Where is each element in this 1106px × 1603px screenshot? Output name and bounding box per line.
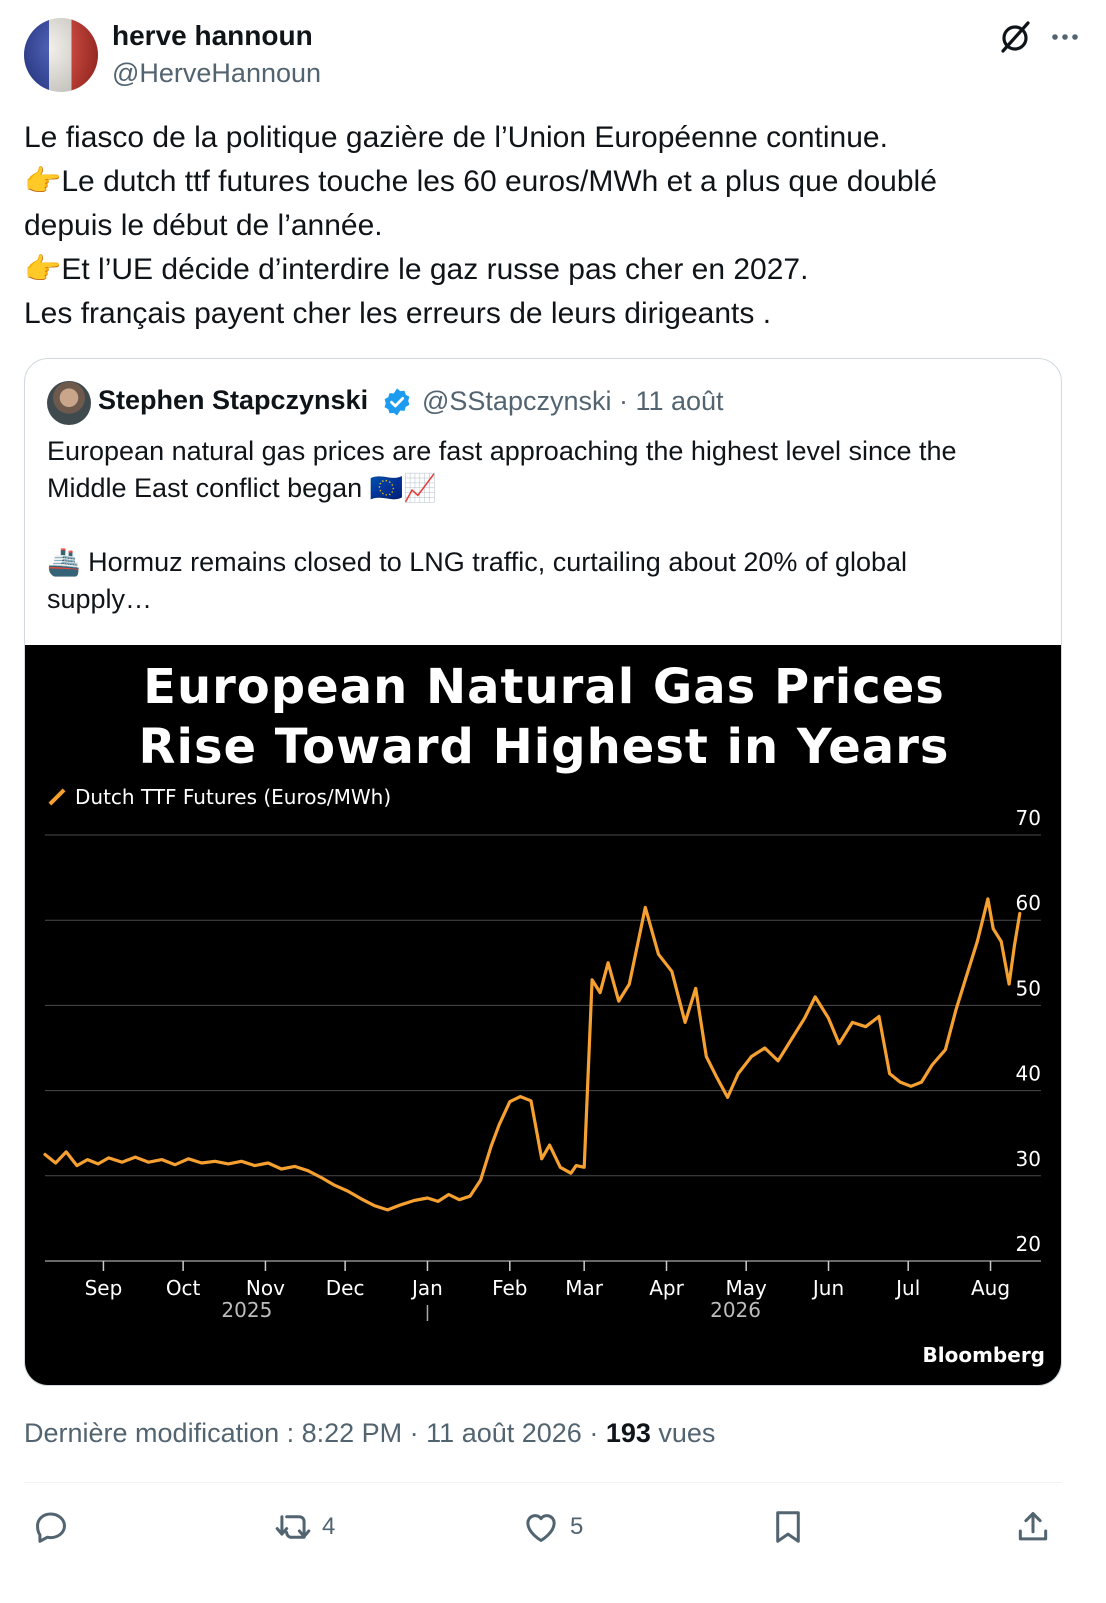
tweet-line: Les français payent cher les erreurs de … (24, 297, 772, 330)
reply-icon (36, 1512, 66, 1543)
chart-plot: 20 30 40 50 60 70 Sep Oct Nov Dec Jan Feb Mar Apr May J… (43, 806, 1041, 1322)
tweet-meta: Dernière modification : 8:22 PM · 11 aoû… (24, 1418, 715, 1449)
chart-title: European Natural Gas Prices Rise Toward … (25, 657, 1061, 777)
legend-label: Dutch TTF Futures (Euros/MWh) (75, 785, 392, 809)
views-label: vues (650, 1418, 716, 1448)
y-tick-label: 70 (1016, 806, 1041, 830)
quoted-author-name: Stephen Stapczynski (98, 385, 369, 415)
bookmark-icon (776, 1511, 800, 1543)
quoted-line: Middle East conflict began 🇪🇺📈 (47, 473, 437, 503)
bookmark-button[interactable] (769, 1508, 807, 1546)
chart-title-line: European Natural Gas Prices (143, 659, 945, 715)
verified-badge-icon (384, 388, 410, 416)
quoted-author-avatar (47, 381, 91, 425)
x-tick-label: Sep (85, 1276, 123, 1300)
y-tick-label: 50 (1016, 976, 1041, 1000)
author-name[interactable]: herve hannoun (112, 20, 313, 51)
quoted-tweet-header: Stephen Stapczynski @SStapczynski · 11 a… (47, 381, 1037, 425)
y-tick-label: 40 (1016, 1062, 1041, 1086)
x-tick-label: May (726, 1276, 768, 1300)
tweet-header: herve hannoun @HerveHannoun (24, 18, 1082, 94)
chart-title-line: Rise Toward Highest in Years (138, 719, 950, 775)
like-button[interactable]: 5 (522, 1508, 583, 1546)
quoted-line: 🚢 Hormuz remains closed to LNG traffic, … (47, 547, 908, 577)
x-tick-label: Feb (492, 1276, 527, 1300)
views-count: 193 (605, 1418, 651, 1448)
x-tick-label: Jan (410, 1276, 443, 1300)
heart-icon (526, 1514, 556, 1542)
divider (24, 1482, 1062, 1483)
chart-image[interactable]: European Natural Gas Prices Rise Toward … (25, 645, 1061, 1385)
tweet-line-text: Et l’UE décide d’interdire le gaz russe … (61, 253, 809, 286)
retweet-count: 4 (322, 1513, 336, 1540)
x-tick-label: Oct (166, 1276, 201, 1300)
author-avatar[interactable] (24, 18, 98, 92)
edited-timestamp[interactable]: Dernière modification : 8:22 PM · 11 aoû… (24, 1418, 606, 1448)
x-tick-label: Jul (894, 1276, 920, 1300)
quoted-line: supply… (47, 584, 153, 614)
action-bar: 4 5 (24, 1500, 1062, 1556)
quoted-line: European natural gas prices are fast app… (47, 436, 957, 466)
author-handle[interactable]: @HerveHannoun (112, 58, 322, 88)
grok-icon[interactable] (998, 20, 1032, 54)
year-label: 2025 (221, 1298, 272, 1322)
quoted-line (47, 507, 1037, 544)
pointing-emoji-icon: 👉 (24, 253, 62, 286)
tweet-line-text: Le dutch ttf futures touche les 60 euros… (61, 165, 937, 198)
year-label: 2026 (710, 1298, 761, 1322)
retweet-icon (275, 1515, 311, 1539)
reply-button[interactable] (32, 1508, 80, 1546)
y-tick-label: 20 (1016, 1232, 1041, 1256)
tweet-line: depuis le début de l’année. (24, 209, 383, 242)
share-button[interactable] (1014, 1508, 1052, 1546)
price-series-line (43, 897, 1022, 1212)
share-icon (1018, 1512, 1048, 1541)
tweet-line: Le fiasco de la politique gazière de l’U… (24, 121, 888, 154)
x-tick-label: Dec (326, 1276, 365, 1300)
tweet-line: 👉Le dutch ttf futures touche les 60 euro… (24, 160, 1074, 204)
tweet-text: Le fiasco de la politique gazière de l’U… (24, 116, 1074, 336)
x-tick-label: Jun (811, 1276, 844, 1300)
y-tick-label: 30 (1016, 1147, 1041, 1171)
x-tick-label: Aug (971, 1276, 1010, 1300)
like-count: 5 (570, 1513, 584, 1540)
pointing-emoji-icon: 👉 (24, 165, 62, 198)
x-tick-label: Apr (649, 1276, 684, 1300)
more-options-icon[interactable] (1048, 20, 1082, 54)
chart-legend: Dutch TTF Futures (Euros/MWh) (47, 785, 391, 809)
quoted-author-handle-date: @SStapczynski · 11 août (422, 386, 724, 416)
quoted-tweet[interactable]: Stephen Stapczynski @SStapczynski · 11 a… (24, 358, 1062, 1386)
x-tick-label: Mar (565, 1276, 604, 1300)
retweet-button[interactable]: 4 (274, 1508, 335, 1546)
y-tick-label: 60 (1016, 891, 1041, 915)
x-tick-label: Nov (246, 1276, 285, 1300)
tweet-line: 👉Et l’UE décide d’interdire le gaz russe… (24, 248, 1074, 292)
chart-source: Bloomberg (922, 1343, 1045, 1367)
quoted-tweet-text: European natural gas prices are fast app… (47, 433, 1037, 618)
